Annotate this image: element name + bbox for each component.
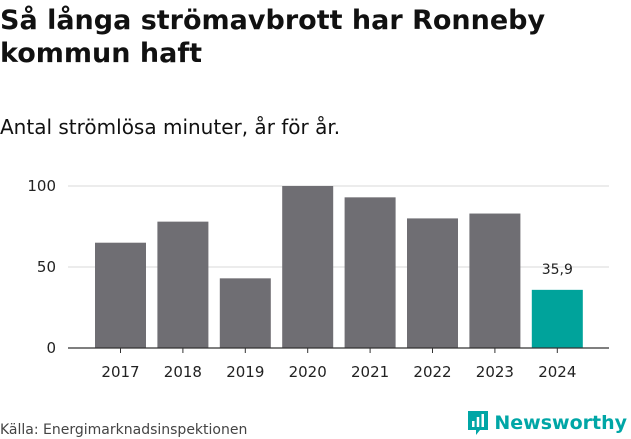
brand-name: Newsworthy bbox=[494, 412, 627, 434]
bar-layer bbox=[95, 186, 583, 348]
grid-layer bbox=[68, 185, 609, 268]
y-tick-label-50: 50 bbox=[37, 258, 56, 276]
brand-logo-group: Newsworthy bbox=[467, 409, 627, 437]
axis-layer: 0 50 100 2017 2018 2019 2020 2021 2022 2023 2024 bbox=[27, 177, 609, 381]
y-tick-label-0: 0 bbox=[46, 339, 56, 357]
data-label-2024: 35,9 bbox=[542, 262, 573, 278]
bar-2021 bbox=[344, 197, 396, 348]
bar-2024 bbox=[531, 289, 583, 348]
bar-2022 bbox=[407, 218, 458, 348]
label-layer: 35,9 bbox=[542, 262, 573, 278]
bar-chart: 0 50 100 2017 2018 2019 2020 2021 2022 2023 2024 3… bbox=[27, 177, 609, 381]
x-tick-label-2024: 2024 bbox=[538, 363, 576, 381]
chart-subtitle: Antal strömlösa minuter, år för år. bbox=[0, 115, 341, 139]
x-tick-label-2023: 2023 bbox=[476, 363, 514, 381]
y-tick-label-100: 100 bbox=[27, 177, 56, 195]
bar-2019 bbox=[219, 278, 271, 348]
source-note: Källa: Energimarknadsinspektionen bbox=[0, 422, 248, 438]
x-tick-label-2021: 2021 bbox=[351, 363, 389, 381]
x-tick-label-2020: 2020 bbox=[289, 363, 327, 381]
bar-2017 bbox=[95, 242, 146, 348]
x-tick-label-2022: 2022 bbox=[413, 363, 451, 381]
bar-2020 bbox=[282, 186, 334, 348]
x-tick-label-2017: 2017 bbox=[101, 363, 139, 381]
x-tick-label-2018: 2018 bbox=[164, 363, 202, 381]
newsworthy-logo-icon bbox=[468, 411, 489, 435]
bar-2023 bbox=[469, 213, 521, 348]
chart-title: Så långa strömavbrott har Ronneby kommun… bbox=[0, 5, 546, 69]
x-tick-label-2019: 2019 bbox=[226, 363, 264, 381]
bar-2018 bbox=[157, 221, 209, 348]
